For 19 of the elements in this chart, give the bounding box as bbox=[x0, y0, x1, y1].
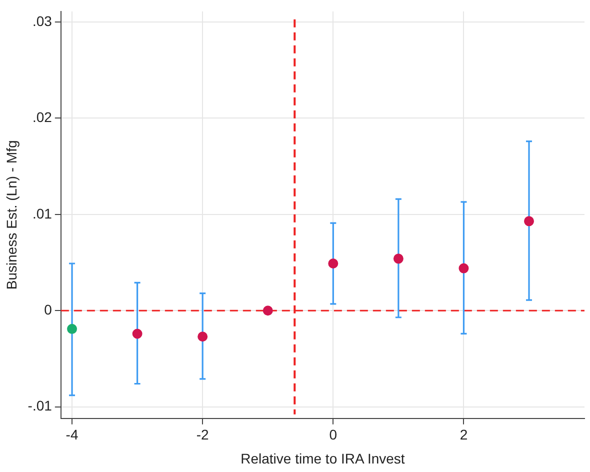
point bbox=[393, 254, 404, 264]
x-tick-label: 2 bbox=[460, 426, 468, 443]
x-tick-label: 0 bbox=[329, 426, 338, 443]
point bbox=[67, 324, 78, 334]
y-tick-label: .03 bbox=[32, 12, 52, 29]
point bbox=[328, 258, 338, 268]
point bbox=[262, 306, 273, 316]
y-tick-label: .02 bbox=[32, 109, 52, 126]
point bbox=[458, 263, 469, 274]
y-axis-title: Business Est. (Ln) - Mfg bbox=[3, 140, 20, 290]
x-tick-label: -2 bbox=[196, 426, 210, 443]
point bbox=[524, 216, 534, 226]
x-axis-title: Relative time to IRA Invest bbox=[240, 450, 405, 466]
point bbox=[132, 328, 142, 339]
x-tick-label: -4 bbox=[66, 426, 78, 443]
y-tick-label: 0 bbox=[44, 301, 52, 318]
y-tick-label: -.01 bbox=[28, 398, 52, 414]
y-tick-label: .01 bbox=[32, 205, 52, 222]
point bbox=[198, 332, 208, 342]
